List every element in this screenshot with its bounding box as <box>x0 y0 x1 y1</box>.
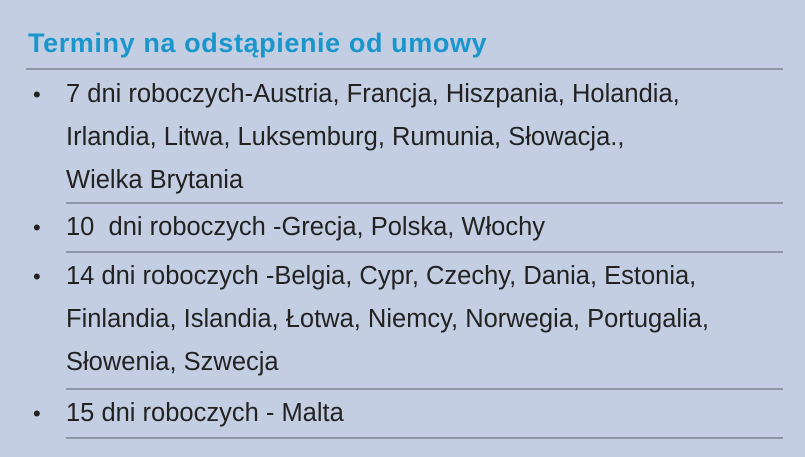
list-item-text: 14 dni roboczych -Belgia, Cypr, Czechy, … <box>66 262 710 376</box>
list-item-text: 15 dni roboczych - Malta <box>66 399 344 427</box>
bullet-icon: • <box>33 82 41 107</box>
list-item: • 10 dni roboczych -Grecja, Polska, Włoc… <box>33 204 783 253</box>
list-item: • 7 dni roboczych-Austria, Francja, Hisz… <box>33 71 783 204</box>
list-item: • 15 dni roboczych - Malta <box>33 390 783 439</box>
list-item: • 14 dni roboczych -Belgia, Cypr, Czechy… <box>33 253 783 390</box>
list-item-text: 7 dni roboczych-Austria, Francja, Hiszpa… <box>66 80 687 194</box>
title-divider <box>26 68 783 70</box>
box-title: Terminy na odstąpienie od umowy <box>28 28 488 58</box>
list-item-text: 10 dni roboczych -Grecja, Polska, Włochy <box>66 213 546 241</box>
bullet-icon: • <box>33 401 41 426</box>
bullet-icon: • <box>33 264 41 289</box>
bullet-icon: • <box>33 215 41 240</box>
deadline-list: • 7 dni roboczych-Austria, Francja, Hisz… <box>0 71 783 439</box>
